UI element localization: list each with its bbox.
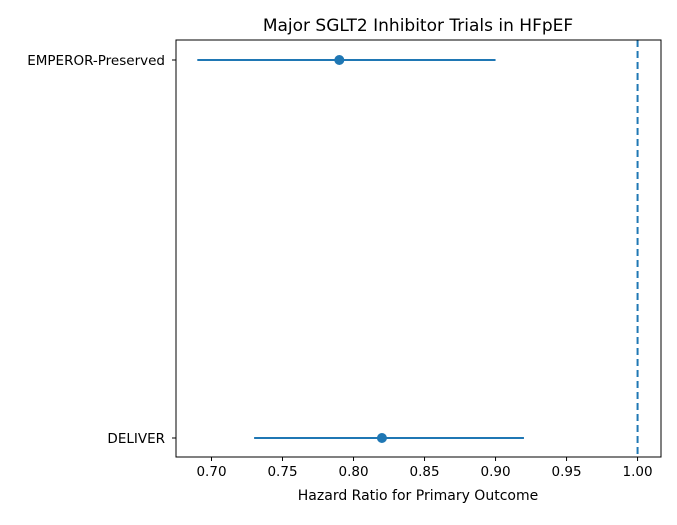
y-tick-label: EMPEROR-Preserved [27, 53, 165, 69]
x-tick-label: 0.75 [267, 464, 297, 480]
plot-frame [176, 40, 661, 457]
point-estimate [334, 55, 344, 65]
point-estimate [377, 433, 387, 443]
y-tick-label: DELIVER [107, 431, 165, 447]
plot-area [197, 40, 637, 457]
x-tick-label: 0.80 [338, 464, 368, 480]
x-tick-label: 0.85 [410, 464, 440, 480]
x-axis-label: Hazard Ratio for Primary Outcome [298, 488, 538, 504]
x-tick-label: 0.70 [196, 464, 226, 480]
x-tick-label: 0.95 [552, 464, 582, 480]
x-tick-label: 0.90 [481, 464, 511, 480]
chart-title: Major SGLT2 Inhibitor Trials in HFpEF [263, 16, 573, 36]
x-tick-label: 1.00 [623, 464, 653, 480]
